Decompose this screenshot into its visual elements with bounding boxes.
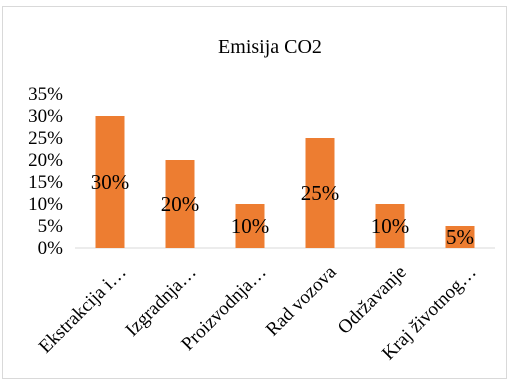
y-tick-label: 15% (28, 172, 63, 193)
bar (235, 204, 265, 248)
data-labels: 30% 20% 10% 25% 10% 5% (91, 170, 474, 249)
y-tick-label: 25% (28, 128, 63, 149)
category-label: Održavanje (334, 262, 411, 339)
data-label: 5% (446, 225, 474, 249)
bar (305, 138, 335, 248)
data-label: 20% (161, 192, 200, 216)
data-label: 25% (301, 181, 340, 205)
y-axis: 0%5%10%15%20%25%30%35% (28, 84, 63, 259)
category-axis: Ekstrakcija i…Izgradnja…Proizvodnja…Rad … (35, 261, 481, 364)
data-label: 30% (91, 170, 130, 194)
chart-title: Emisija CO2 (218, 36, 322, 58)
data-label: 10% (371, 214, 410, 238)
bar (95, 116, 125, 248)
bar (165, 160, 195, 248)
y-tick-label: 10% (28, 194, 63, 215)
category-label: Rad vozova (262, 261, 341, 340)
data-label: 10% (231, 214, 270, 238)
category-label: Ekstrakcija i… (35, 262, 131, 358)
y-tick-label: 0% (38, 238, 64, 259)
bar (375, 204, 405, 248)
chart-frame (2, 6, 507, 379)
y-tick-label: 20% (28, 150, 63, 171)
y-tick-label: 35% (28, 84, 63, 105)
y-tick-label: 30% (28, 106, 63, 127)
y-tick-label: 5% (38, 216, 64, 237)
bar (445, 226, 475, 248)
bars (95, 116, 475, 248)
